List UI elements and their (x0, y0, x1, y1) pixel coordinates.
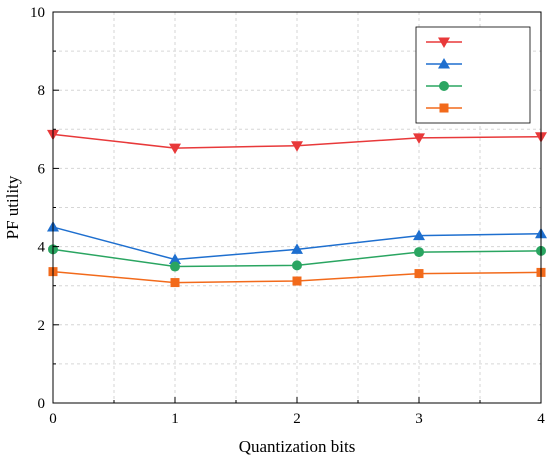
data-point (292, 276, 302, 286)
y-axis-title: PF utility (3, 175, 22, 239)
x-tick-label: 1 (171, 411, 179, 427)
legend-item-2 (426, 58, 462, 69)
legend-marker (439, 103, 449, 113)
legend-item-1 (426, 37, 462, 48)
data-point (413, 133, 425, 144)
legend-marker (438, 58, 450, 69)
y-tick-label: 10 (30, 5, 45, 21)
legend (415, 26, 531, 124)
legend-item-4 (426, 103, 462, 113)
data-point (291, 243, 303, 254)
axes: 0 1 2 3 4 0 2 4 6 8 10 (30, 5, 545, 427)
series-1 (47, 129, 547, 155)
data-point (414, 247, 424, 258)
series-3 (48, 244, 546, 272)
series-layer (47, 129, 547, 288)
y-tick-label: 0 (38, 396, 46, 412)
grid (53, 12, 541, 403)
data-point (414, 269, 424, 279)
x-tick-label: 2 (293, 411, 301, 427)
data-point (169, 253, 181, 265)
data-point (170, 278, 180, 288)
data-point (169, 143, 181, 155)
data-point (413, 229, 425, 241)
legend-marker (439, 81, 449, 91)
x-tick-label: 4 (537, 411, 545, 427)
y-tick-label: 4 (38, 240, 46, 256)
data-point (291, 141, 303, 152)
x-axis-title: Quantization bits (239, 437, 356, 456)
x-tick-label: 0 (49, 411, 57, 427)
data-point (292, 260, 302, 271)
legend-marker (438, 37, 450, 48)
x-tick-label: 3 (415, 411, 423, 427)
y-tick-label: 8 (38, 83, 46, 99)
legend-box (415, 26, 531, 124)
y-tick-label: 2 (38, 318, 46, 334)
data-point (170, 261, 180, 272)
legend-item-3 (426, 81, 462, 91)
y-tick-label: 6 (38, 161, 46, 177)
